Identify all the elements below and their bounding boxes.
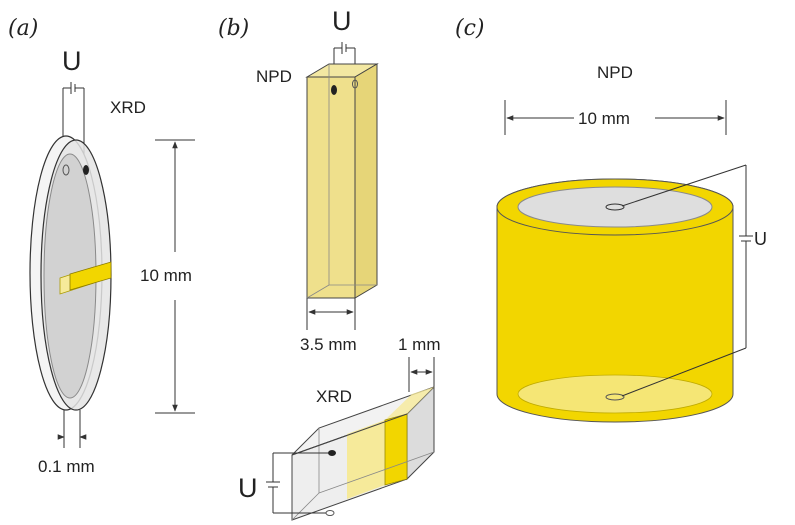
- panel-b-prism-sample: [291, 385, 435, 521]
- panel-c: (c) NPD 10 mm U: [455, 16, 767, 423]
- panel-b-bottom-voltage-label: U: [238, 473, 258, 503]
- panel-a-method-label: XRD: [110, 98, 146, 117]
- panel-b-top-method-label: NPD: [256, 67, 292, 86]
- panel-b-bottom-voltage-source: U: [238, 452, 328, 514]
- panel-b-top-voltage-label: U: [332, 6, 352, 36]
- panel-b: (b) U NPD 3.5 mm: [218, 6, 441, 521]
- panel-a-thickness-dimension: 0.1 mm: [38, 410, 95, 476]
- panel-a-thickness-label: 0.1 mm: [38, 457, 95, 476]
- panel-b-width-label: 3.5 mm: [300, 335, 357, 354]
- panel-c-cylinder-sample: [496, 178, 734, 423]
- panel-b-depth-dimension: 1 mm: [398, 335, 441, 392]
- panel-c-diameter-label: 10 mm: [578, 109, 630, 128]
- panel-b-width-dimension: 3.5 mm: [300, 298, 357, 354]
- panel-b-bottom-method-label: XRD: [316, 387, 352, 406]
- panel-c-voltage-label: U: [754, 229, 767, 249]
- panel-b-label: (b): [218, 16, 249, 41]
- panel-a-label: (a): [8, 16, 38, 41]
- panel-a-sample-discs: [29, 135, 112, 411]
- panel-b-rod-sample: [305, 63, 379, 299]
- panel-a-voltage-label: U: [62, 46, 82, 76]
- panel-a-height-dimension: 10 mm: [140, 139, 195, 414]
- panel-c-method-label: NPD: [597, 63, 633, 82]
- panel-a: (a) U XRD 10 mm: [8, 16, 195, 476]
- panel-c-label: (c): [455, 16, 485, 41]
- panel-c-voltage-source: U: [621, 164, 767, 397]
- panel-c-diameter-dimension: 10 mm: [504, 100, 727, 135]
- panel-b-depth-label: 1 mm: [398, 335, 441, 354]
- panel-a-height-label: 10 mm: [140, 266, 192, 285]
